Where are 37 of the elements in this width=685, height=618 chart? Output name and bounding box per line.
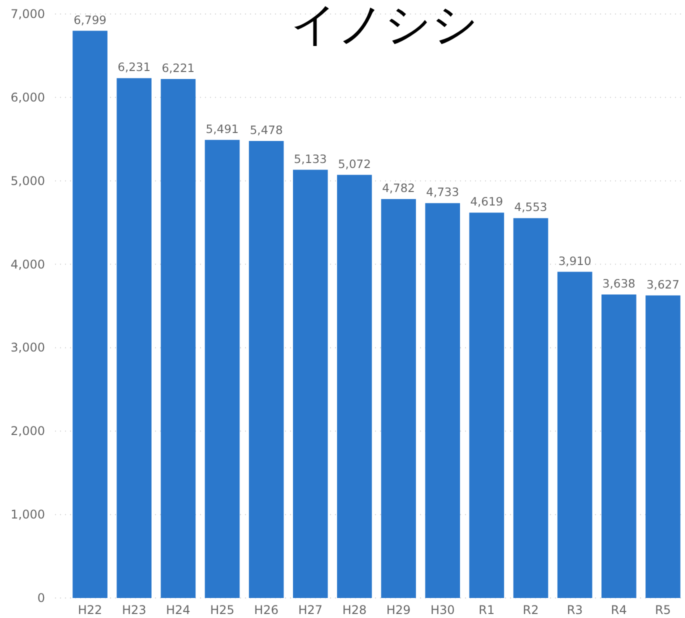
x-tick-label: H30 [430,603,455,617]
data-label: 6,221 [162,60,195,75]
data-label: 4,733 [426,185,460,200]
y-tick-label: 5,000 [10,174,45,188]
data-label: 4,553 [514,200,548,214]
x-tick-label: R4 [610,603,627,617]
data-label: 5,072 [338,156,371,171]
y-tick-label: 0 [37,591,45,605]
x-tick-label: R2 [522,603,539,617]
y-tick-label: 2,000 [10,424,45,438]
y-tick-label: 3,000 [10,340,45,355]
y-tick-label: 4,000 [10,257,45,272]
data-label: 5,133 [294,152,327,166]
data-label: 6,799 [74,12,107,27]
data-label: 6,231 [118,60,151,74]
data-label: 3,627 [646,277,680,292]
x-tick-label: R3 [566,603,583,617]
x-tick-label: H24 [166,603,190,617]
data-label: 3,910 [558,254,592,268]
x-tick-label: R5 [654,603,671,617]
title: イノシシ [290,0,478,51]
x-tick-label: H25 [210,603,234,617]
x-tick-label: H28 [342,603,367,617]
data-label: 5,478 [250,122,283,137]
x-tick-label: H22 [78,603,102,617]
data-label: 4,619 [470,194,504,209]
data-label: 5,491 [206,122,239,136]
x-tick-label: H23 [122,603,146,617]
data-label: 4,782 [382,181,416,196]
x-tick-label: H27 [298,603,323,617]
y-tick-label: 6,000 [10,90,45,104]
x-tick-label: H26 [254,603,278,617]
x-tick-label: R1 [478,603,495,617]
data-label: 3,638 [602,276,636,290]
y-tick-label: 1,000 [10,508,45,522]
y-tick-label: 7,000 [10,7,45,21]
x-tick-label: H29 [386,603,411,617]
